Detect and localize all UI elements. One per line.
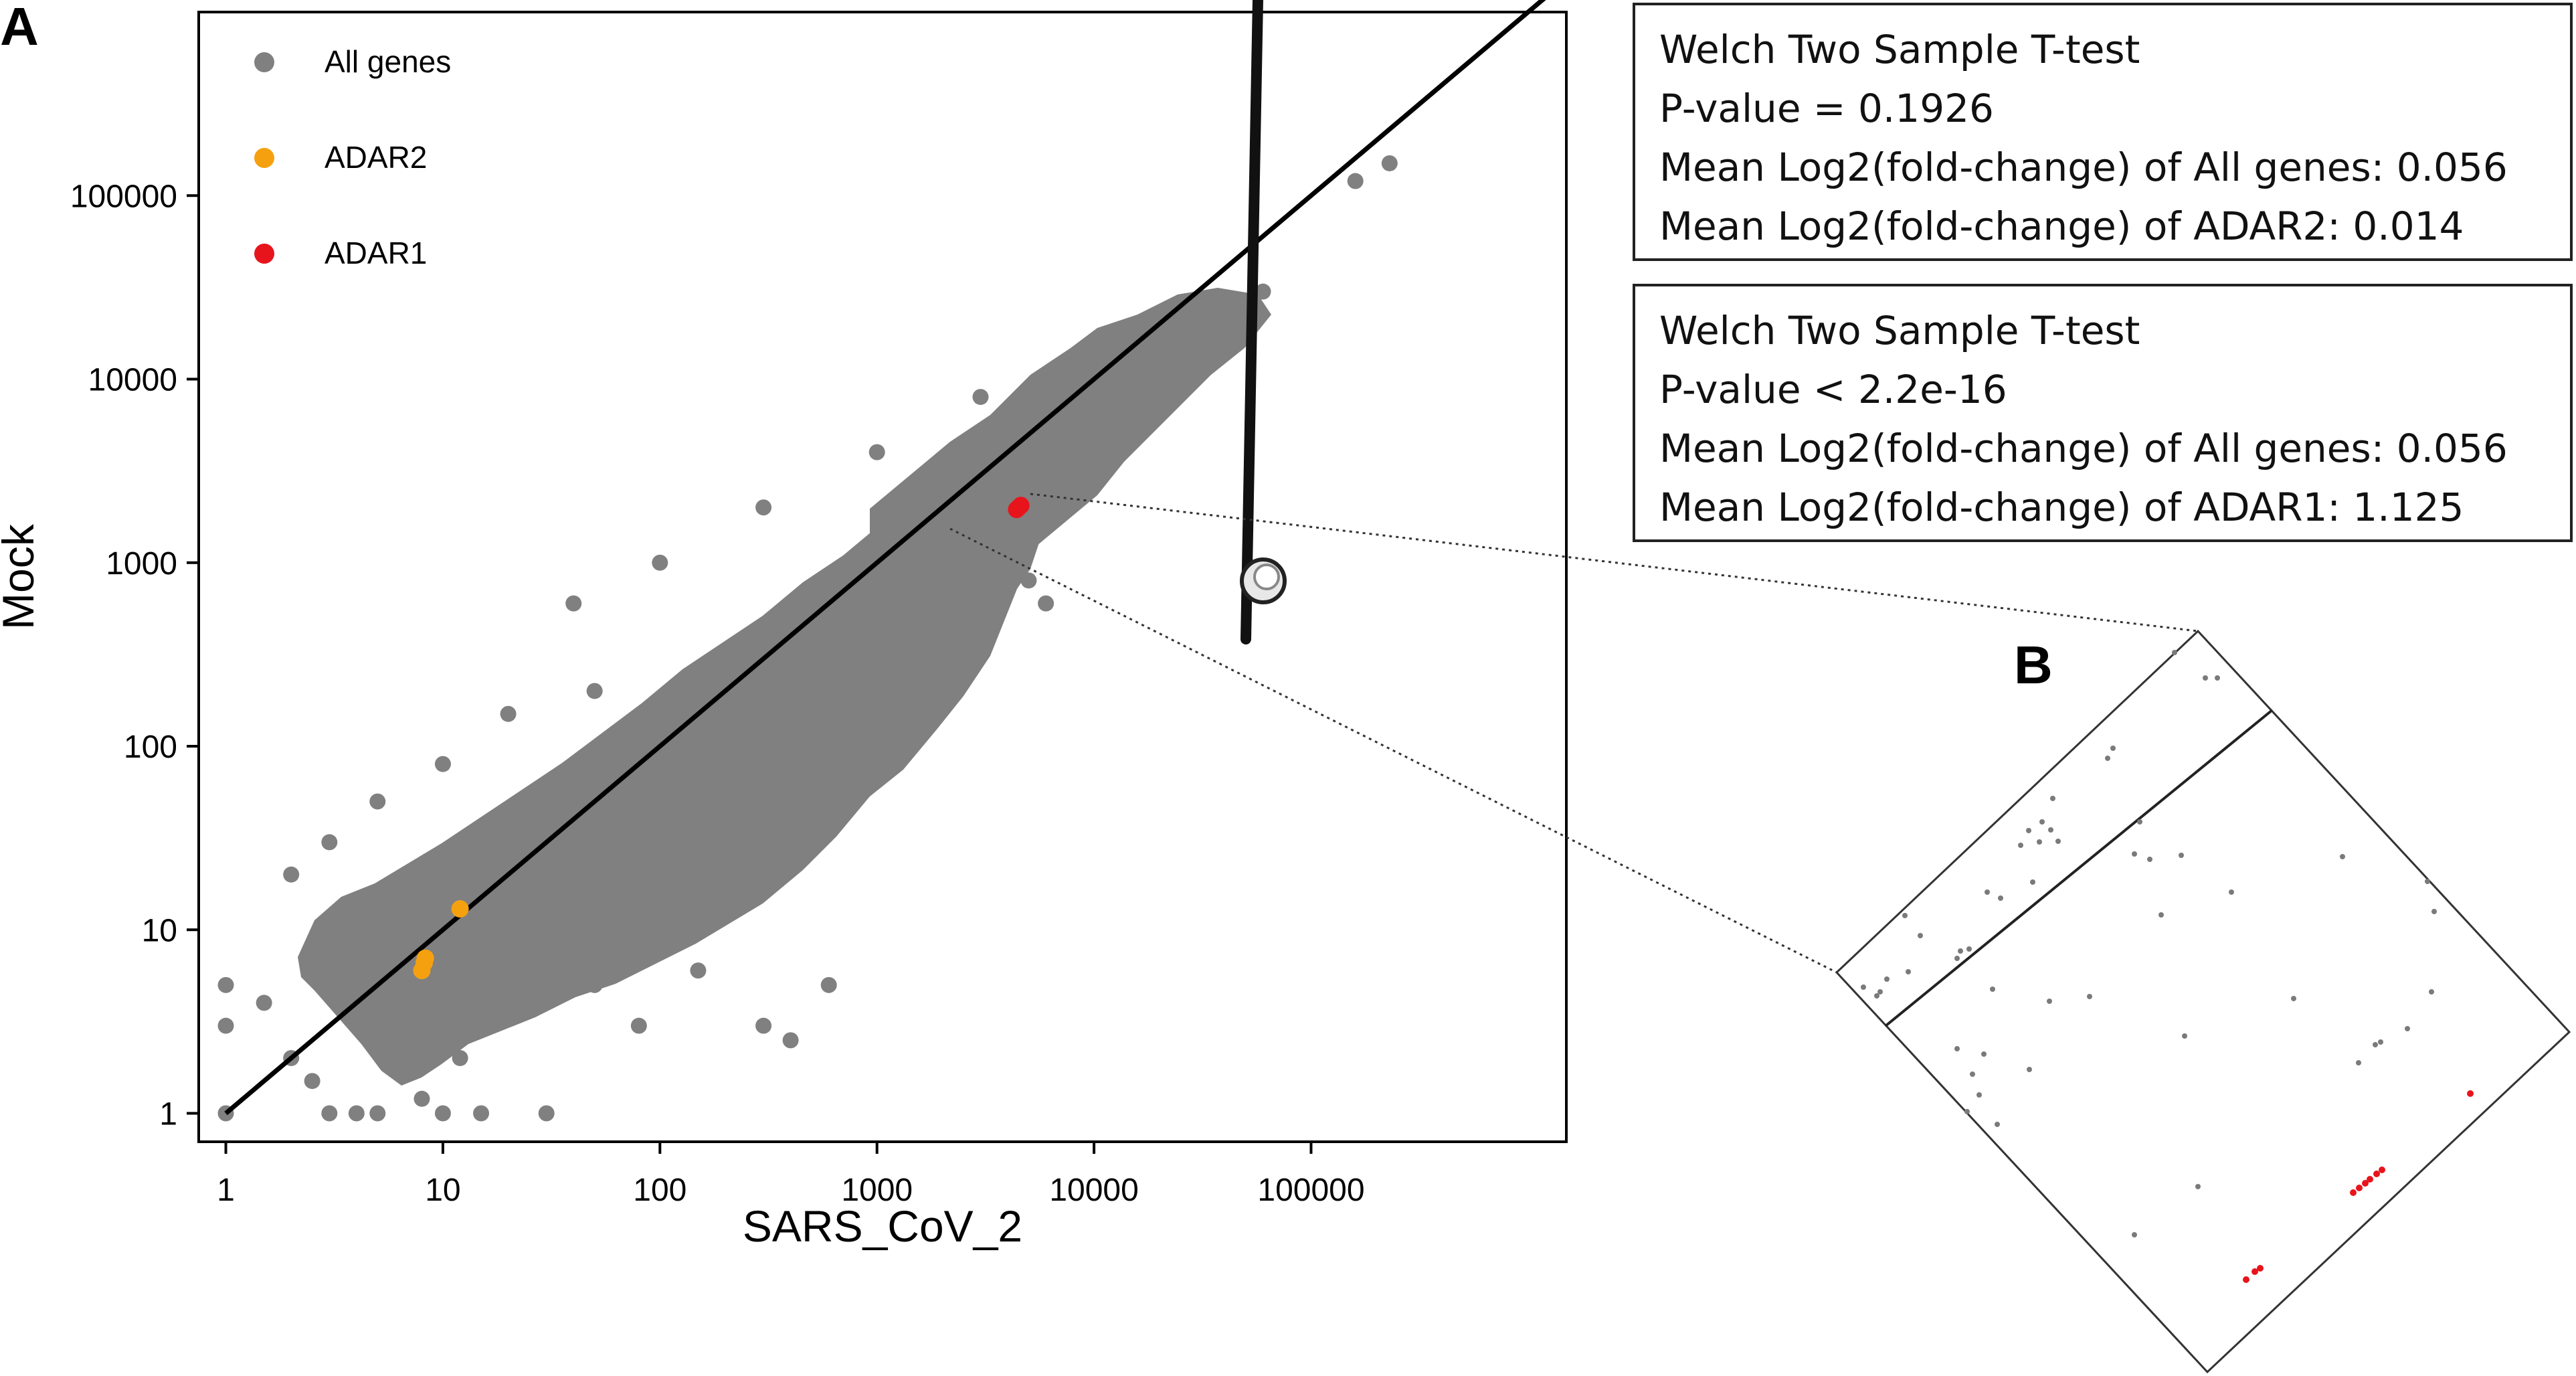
stat-mean-all: Mean Log2(fold-change) of All genes: 0.0…	[1659, 426, 2508, 471]
stat-test-name: Welch Two Sample T-test	[1659, 27, 2140, 72]
y-tick-label: 100	[124, 729, 177, 765]
all-genes-point	[304, 1073, 320, 1090]
y-tick-label: 10	[142, 913, 177, 948]
adar2-dots	[413, 900, 469, 980]
adar1-point	[1010, 499, 1028, 517]
all-genes-point	[452, 1049, 468, 1066]
all-genes-point	[1381, 155, 1398, 171]
stat-box-adar1: Welch Two Sample T-test P-value < 2.2e-1…	[1633, 284, 2573, 542]
all-genes-point	[283, 866, 300, 883]
all-genes-point	[473, 1105, 490, 1122]
stat-mean-gene: Mean Log2(fold-change) of ADAR2: 0.014	[1659, 203, 2464, 249]
all-genes-point	[782, 1032, 799, 1049]
legend-dot-adar1	[254, 244, 274, 264]
stat-mean-all: Mean Log2(fold-change) of All genes: 0.0…	[1659, 145, 2508, 190]
scatter-chart-a: 1 10 100 1000 10000 100000 1 10 100 1000 10000 100…	[0, 0, 1568, 1251]
magnifier-icon	[1240, 0, 1287, 644]
all-genes-point	[755, 1017, 772, 1034]
panel-label-b: B	[2014, 635, 2053, 695]
x-axis-label: SARS_CoV_2	[743, 1201, 1022, 1251]
stat-pvalue: P-value < 2.2e-16	[1659, 367, 2007, 412]
all-genes-cloud	[298, 288, 1271, 1086]
identity-line	[224, 0, 1546, 1116]
all-genes-point	[369, 1105, 386, 1122]
legend-label-adar1: ADAR1	[325, 236, 427, 270]
x-tick-label: 100	[633, 1173, 686, 1208]
x-tick-label: 1	[217, 1173, 235, 1208]
all-genes-point	[755, 499, 772, 516]
all-genes-point	[321, 1105, 338, 1122]
zoom-red-dots	[2243, 1090, 2474, 1283]
all-genes-point	[434, 756, 451, 772]
connector-upper	[1030, 493, 2199, 632]
y-axis-ticks: 1 10 100 1000 10000 100000	[70, 179, 199, 1132]
y-tick-label: 1	[159, 1097, 177, 1132]
all-genes-point	[500, 705, 517, 722]
zoom-panel-b	[1835, 629, 2571, 1374]
all-genes-point	[369, 793, 386, 810]
x-tick-label: 1000	[841, 1173, 913, 1208]
legend: All genes ADAR2 ADAR1	[254, 44, 451, 270]
legend-label-all-genes: All genes	[325, 44, 451, 79]
dense-cloud-upper	[870, 288, 1271, 676]
all-genes-point	[565, 595, 582, 612]
all-genes-point	[348, 1105, 365, 1122]
y-tick-label: 100000	[70, 179, 177, 214]
zoom-panel-frame	[1835, 629, 2571, 1374]
all-genes-point	[217, 976, 234, 993]
all-genes-point	[217, 1017, 234, 1034]
all-genes-point	[538, 1105, 555, 1122]
adar2-point	[415, 954, 433, 972]
legend-dot-all-genes	[254, 52, 274, 72]
all-genes-point	[1347, 173, 1364, 189]
adar1-dots	[1008, 497, 1030, 519]
all-genes-point	[652, 554, 668, 571]
zoom-identity-line	[1884, 709, 2274, 1027]
y-axis-label: Mock	[0, 523, 43, 630]
zoom-connectors	[949, 493, 2199, 974]
x-tick-label: 10000	[1049, 1173, 1138, 1208]
x-axis-ticks: 1 10 100 1000 10000 100000	[217, 1142, 1365, 1208]
stat-mean-gene: Mean Log2(fold-change) of ADAR1: 1.125	[1659, 485, 2464, 530]
stat-test-name: Welch Two Sample T-test	[1659, 308, 2140, 353]
legend-dot-adar2	[254, 148, 274, 168]
all-genes-point	[434, 1105, 451, 1122]
stat-pvalue: P-value = 0.1926	[1659, 86, 1994, 131]
all-genes-point	[1255, 283, 1271, 300]
adar2-point	[451, 900, 469, 918]
y-tick-label: 10000	[88, 363, 177, 398]
x-tick-label: 10	[425, 1173, 460, 1208]
x-tick-label: 100000	[1257, 1173, 1364, 1208]
all-genes-point	[321, 834, 338, 851]
all-genes-point	[972, 389, 989, 406]
all-genes-point	[820, 976, 837, 993]
stat-box-adar2: Welch Two Sample T-test P-value = 0.1926…	[1633, 3, 2573, 261]
panel-label-a: A	[0, 0, 39, 56]
all-genes-point	[413, 1090, 430, 1107]
all-genes-point	[690, 962, 707, 979]
all-genes-point	[630, 1017, 647, 1034]
all-genes-point	[586, 683, 603, 699]
zoom-grey-dots	[1861, 650, 2437, 1237]
connector-lower	[949, 527, 1837, 974]
all-genes-point	[868, 444, 885, 460]
all-genes-point	[256, 995, 272, 1011]
all-genes-point	[1038, 595, 1054, 612]
y-tick-label: 1000	[106, 546, 177, 582]
legend-label-adar2: ADAR2	[325, 140, 427, 175]
